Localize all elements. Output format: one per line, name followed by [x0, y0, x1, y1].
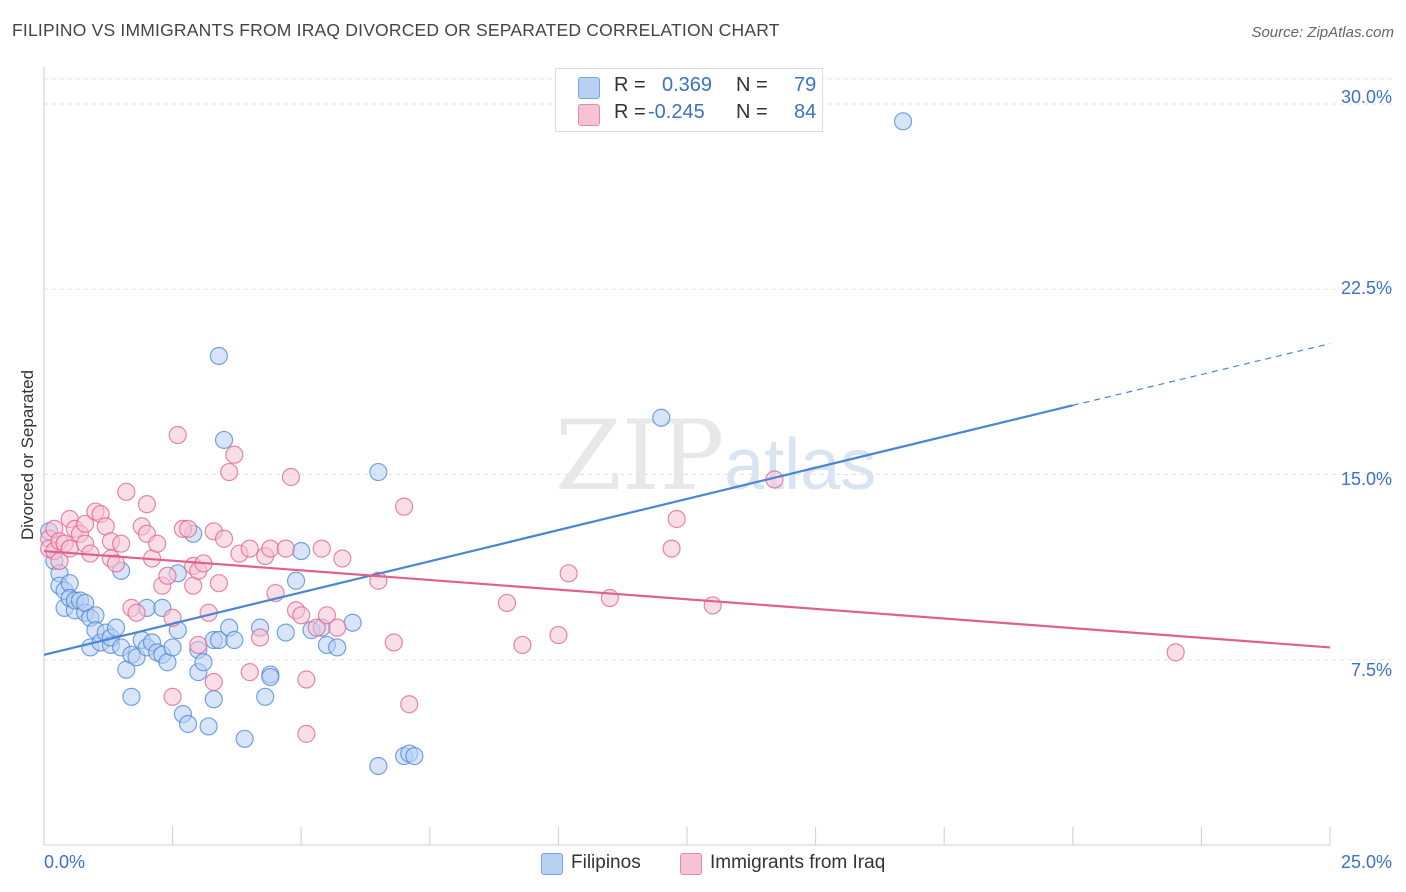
point-filipinos [204, 690, 223, 709]
point-iraq [168, 425, 187, 445]
point-iraq [1166, 643, 1185, 662]
point-filipinos [405, 746, 424, 766]
point-filipinos [286, 571, 306, 590]
point-filipinos [369, 462, 388, 482]
point-iraq [549, 625, 568, 645]
point-iraq [662, 539, 681, 558]
point-iraq [307, 618, 326, 637]
bottom-legend-label: Immigrants from Iraq [710, 852, 886, 873]
point-iraq [240, 663, 259, 682]
point-filipinos [369, 756, 388, 776]
bottom-legend-swatch-iraq [680, 853, 702, 875]
point-filipinos [276, 623, 295, 642]
point-iraq [240, 539, 259, 558]
point-iraq [276, 539, 295, 558]
point-iraq [703, 596, 722, 615]
point-iraq [400, 695, 419, 714]
point-iraq [112, 534, 131, 553]
point-iraq [178, 519, 198, 538]
watermark: ZIPatlas [555, 400, 876, 512]
y-tick-label: 22.5% [1340, 278, 1392, 298]
legend-swatch-iraq [578, 104, 600, 126]
point-iraq [297, 670, 316, 689]
point-iraq [225, 445, 244, 464]
point-iraq [292, 606, 311, 625]
legend-r-label: R = [614, 74, 646, 96]
point-iraq [384, 633, 403, 652]
point-iraq [148, 534, 167, 553]
point-iraq [60, 539, 79, 558]
point-iraq [106, 554, 126, 573]
point-filipinos [292, 541, 311, 561]
legend-swatch-filipinos [578, 77, 600, 99]
trend-line-filipinos [43, 404, 1074, 656]
point-iraq [250, 628, 270, 647]
legend-r-value: 0.369 [662, 74, 713, 96]
point-iraq [297, 724, 316, 743]
source-note: Source: ZipAtlas.com [1251, 24, 1394, 41]
point-iraq [220, 462, 239, 482]
point-iraq [189, 635, 208, 655]
point-filipinos [235, 729, 254, 748]
legend-n-label: N = [736, 101, 768, 123]
point-iraq [261, 539, 280, 558]
point-iraq [127, 603, 146, 622]
legend-n-label: N = [736, 74, 768, 96]
point-iraq [163, 687, 182, 706]
point-iraq [497, 593, 517, 613]
trend-extension-filipinos [1072, 343, 1331, 406]
bottom-legend-label: Filipinos [571, 852, 641, 873]
point-filipinos [199, 717, 218, 736]
point-filipinos [261, 667, 280, 687]
point-filipinos [194, 653, 213, 672]
legend-r-value: -0.245 [648, 101, 705, 123]
point-iraq [333, 549, 352, 568]
point-filipinos [178, 714, 198, 734]
legend-n-value: 84 [794, 101, 817, 123]
point-iraq [394, 497, 414, 516]
point-filipinos [652, 408, 671, 427]
point-filipinos [106, 618, 126, 637]
point-filipinos [209, 346, 228, 366]
y-tick-label: 7.5% [1350, 660, 1392, 680]
point-filipinos [893, 112, 913, 131]
point-iraq [317, 606, 337, 625]
point-iraq [158, 566, 177, 585]
point-iraq [117, 482, 136, 501]
point-iraq [281, 467, 301, 487]
x-tick-label-max: 25.0% [1340, 852, 1392, 872]
point-iraq [312, 539, 331, 558]
correlation-legend: R = 0.369 N = 79 R = -0.245 N = 84 [555, 68, 823, 132]
point-iraq [667, 509, 686, 529]
point-iraq [559, 564, 578, 583]
point-filipinos [343, 613, 362, 632]
chart-title: FILIPINO VS IMMIGRANTS FROM IRAQ DIVORCE… [12, 20, 780, 40]
point-iraq [209, 574, 228, 593]
point-filipinos [122, 687, 141, 706]
trend-line-iraq [43, 549, 1331, 649]
y-tick-label: 30.0% [1340, 87, 1392, 107]
point-filipinos [225, 630, 244, 650]
point-iraq [513, 635, 532, 655]
watermark-atlas: atlas [724, 425, 877, 505]
y-tick-label: 15.0% [1340, 469, 1392, 489]
point-iraq [214, 529, 234, 548]
point-iraq [76, 514, 95, 534]
point-iraq [137, 495, 156, 514]
point-iraq [204, 672, 223, 692]
point-filipinos [328, 638, 347, 657]
legend-r-label: R = [614, 101, 646, 123]
point-filipinos [163, 638, 182, 657]
x-tick-label-min: 0.0% [44, 852, 86, 872]
point-iraq [328, 618, 347, 637]
watermark-zip: ZIP [555, 400, 725, 512]
legend-n-value: 79 [794, 74, 817, 96]
bottom-legend-swatch-filipinos [541, 853, 563, 875]
point-filipinos [214, 430, 234, 450]
point-filipinos [256, 687, 275, 706]
